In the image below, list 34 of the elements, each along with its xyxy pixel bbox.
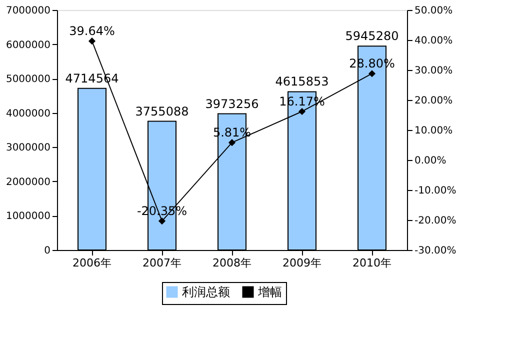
point [298, 108, 306, 116]
x-tick-label: 2007年 [142, 256, 182, 270]
y2-tick-label: 50.00% [414, 6, 453, 16]
y-tick-label: 4000000 [6, 108, 50, 120]
y2-tick-label: -20.00% [414, 216, 456, 226]
y-tick-label: 5000000 [6, 74, 50, 86]
y2-tick-label: 0.00% [414, 156, 446, 166]
data-label: 3973256 [205, 96, 259, 111]
point [88, 38, 96, 45]
y-tick-label: 6000000 [6, 40, 50, 51]
point [368, 70, 376, 78]
legend-label: 利润总额 [182, 285, 230, 299]
y2-tick-label: 30.00% [414, 66, 453, 76]
legend-label: 增幅 [257, 285, 282, 299]
data-label: 3755088 [135, 104, 189, 118]
data-label: 39.64% [69, 24, 115, 38]
y2-tick-label: -30.00% [414, 246, 456, 256]
y2-tick-label: 20.00% [414, 96, 453, 106]
data-label: 4615853 [275, 74, 329, 89]
y2-tick-label: -10.00% [414, 186, 456, 196]
point [228, 139, 236, 146]
y2-tick-label: 10.00% [414, 126, 453, 136]
x-tick-label: 2010年 [352, 256, 392, 270]
y2-tick-label: 40.00% [414, 36, 453, 46]
point [158, 218, 166, 225]
y-tick-label: 3000000 [6, 142, 50, 154]
x-tick-label: 2009年 [282, 256, 322, 270]
y-tick-label: 1000000 [6, 211, 50, 222]
y-tick-label: 2000000 [6, 176, 50, 188]
y-tick-label: 7000000 [6, 6, 50, 16]
x-tick-label: 2008年 [212, 256, 252, 270]
x-tick-label: 2006年 [72, 256, 112, 270]
y-tick-label: 0 [44, 246, 50, 256]
data-label: 5945280 [345, 29, 399, 44]
